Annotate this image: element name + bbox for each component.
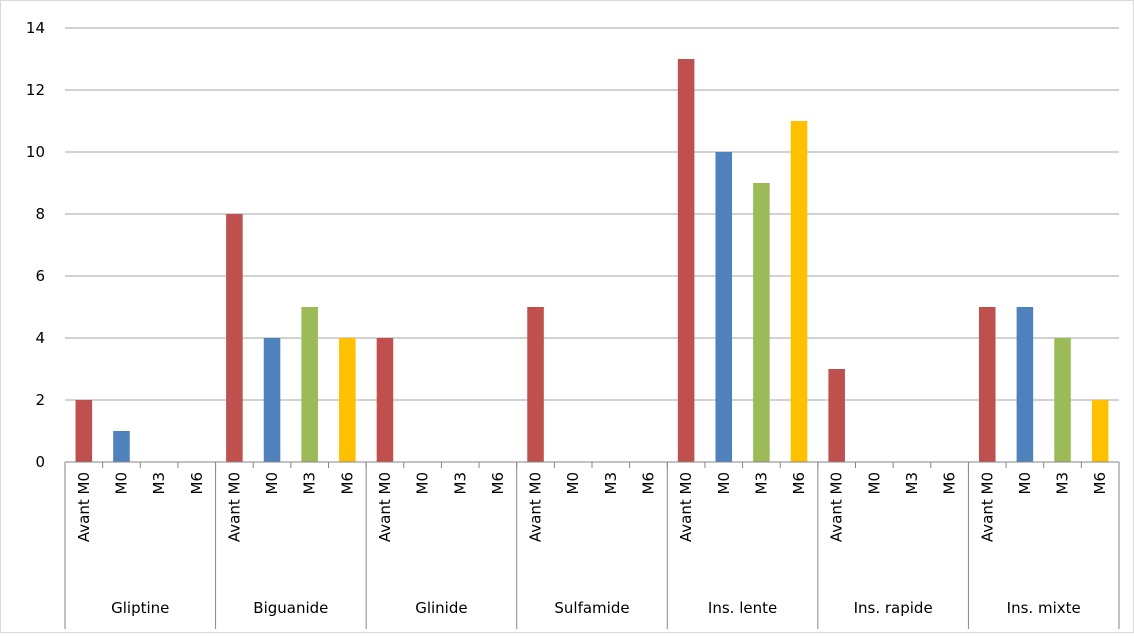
bar-ins-mixte-avant-m0 bbox=[978, 307, 996, 462]
bar-biguanide-m3 bbox=[301, 307, 318, 462]
x-tick-label: M3 bbox=[451, 472, 469, 495]
x-axis-group-labels: Gliptine Biguanide Glinide Sulfamide Ins. le… bbox=[111, 599, 1081, 617]
y-tick-label: 10 bbox=[26, 143, 45, 161]
x-tick-label: M0 bbox=[715, 472, 733, 495]
group-label: Ins. lente bbox=[708, 599, 777, 617]
bar-ins-lente-m0 bbox=[715, 152, 733, 462]
bar-sulfamide-avant-m0 bbox=[527, 307, 544, 462]
x-tick-label: M6 bbox=[188, 472, 206, 495]
bar-biguanide-m0 bbox=[263, 338, 281, 462]
y-tick-label: 8 bbox=[35, 205, 45, 223]
x-tick-label: M0 bbox=[865, 472, 883, 495]
bar-ins-mixte-m0 bbox=[1016, 307, 1034, 462]
bar-glinide-avant-m0 bbox=[376, 338, 394, 462]
x-tick-label: Avant M0 bbox=[225, 472, 243, 542]
x-tick-label: M0 bbox=[1016, 472, 1034, 495]
x-tick-label: M6 bbox=[338, 472, 356, 495]
y-tick-label: 4 bbox=[35, 329, 45, 347]
x-tick-label: M0 bbox=[263, 472, 281, 495]
bar-ins-lente-m3 bbox=[753, 183, 770, 462]
y-axis-tick-labels: 0 2 4 6 8 10 12 14 bbox=[26, 19, 45, 471]
x-tick-label: M6 bbox=[639, 472, 657, 495]
x-tick-label: M3 bbox=[150, 472, 168, 495]
group-label: Biguanide bbox=[253, 599, 328, 617]
x-tick-label: M0 bbox=[414, 472, 432, 495]
bar-ins-lente-m6 bbox=[790, 121, 808, 462]
x-tick-label: M6 bbox=[1091, 472, 1109, 495]
x-tick-label: M0 bbox=[112, 472, 130, 495]
y-tick-label: 6 bbox=[35, 267, 45, 285]
bar-ins-rapide-avant-m0 bbox=[828, 369, 845, 462]
x-tick-label: Avant M0 bbox=[75, 472, 93, 542]
x-tick-label: M6 bbox=[489, 472, 507, 495]
bar-gliptine-m0 bbox=[113, 431, 130, 462]
group-label: Ins. mixte bbox=[1007, 599, 1081, 617]
y-tick-label: 14 bbox=[26, 19, 45, 37]
bar-ins-mixte-m6 bbox=[1091, 400, 1109, 462]
bar-biguanide-avant-m0 bbox=[226, 214, 243, 462]
gridlines bbox=[65, 27, 1119, 401]
x-tick-label: Avant M0 bbox=[978, 472, 996, 542]
bar-ins-lente-avant-m0 bbox=[677, 59, 695, 462]
x-tick-label: M3 bbox=[903, 472, 921, 495]
y-tick-label: 0 bbox=[35, 453, 45, 471]
bar-gliptine-avant-m0 bbox=[75, 400, 93, 462]
x-tick-label: M3 bbox=[1054, 472, 1072, 495]
x-tick-label: Avant M0 bbox=[527, 472, 545, 542]
bars bbox=[75, 59, 1109, 462]
x-tick-label: Avant M0 bbox=[376, 472, 394, 542]
x-tick-label: M3 bbox=[752, 472, 770, 495]
x-tick-label: Avant M0 bbox=[677, 472, 695, 542]
y-tick-label: 2 bbox=[35, 391, 45, 409]
axes bbox=[64, 461, 1120, 629]
x-axis-tick-labels: Avant M0 M0 M3 M6 Avant M0 M0 M3 M6 Avant M0 M0 M3… bbox=[75, 472, 1109, 542]
x-tick-label: M3 bbox=[301, 472, 319, 495]
bar-biguanide-m6 bbox=[339, 338, 356, 462]
group-label: Ins. rapide bbox=[854, 599, 933, 617]
x-tick-label: Avant M0 bbox=[828, 472, 846, 542]
group-label: Glinide bbox=[415, 599, 467, 617]
x-tick-label: M3 bbox=[602, 472, 620, 495]
group-label: Gliptine bbox=[111, 599, 169, 617]
group-label: Sulfamide bbox=[554, 599, 629, 617]
x-tick-label: M0 bbox=[564, 472, 582, 495]
x-tick-label: M6 bbox=[790, 472, 808, 495]
x-tick-label: M6 bbox=[941, 472, 959, 495]
y-tick-label: 12 bbox=[26, 81, 45, 99]
bar-ins-mixte-m3 bbox=[1054, 338, 1071, 462]
